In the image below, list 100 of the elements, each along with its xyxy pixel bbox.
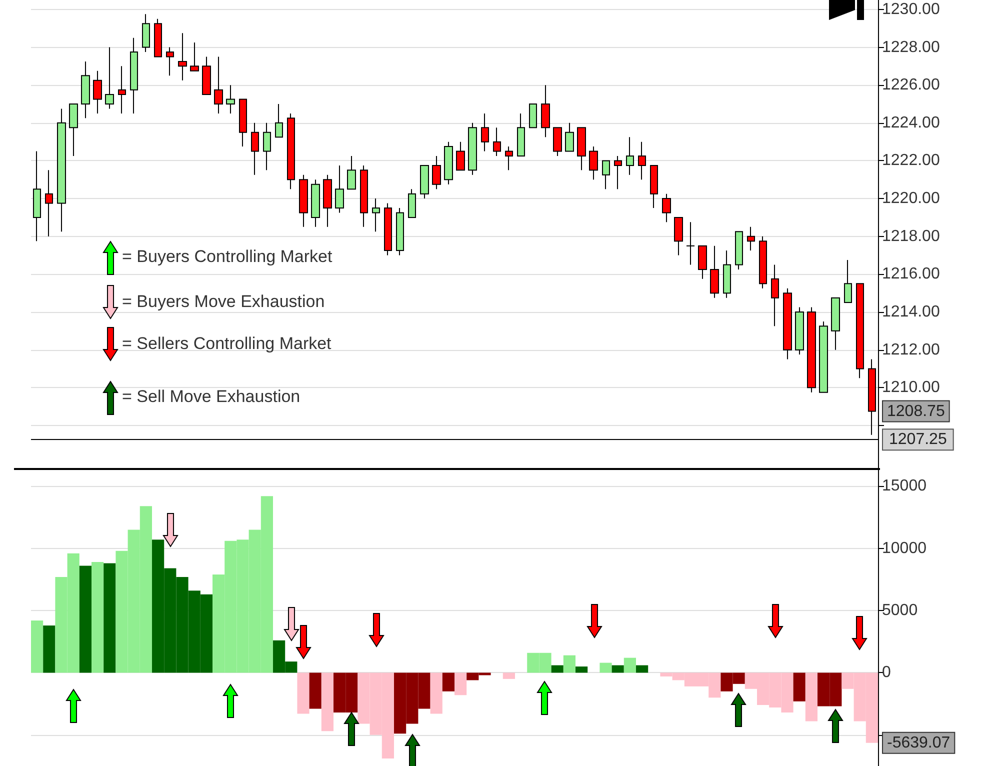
candlestick	[360, 164, 368, 228]
candlestick	[396, 208, 404, 256]
candlestick	[662, 193, 671, 223]
y-tick-label: 5000	[882, 602, 918, 620]
bar	[31, 620, 44, 673]
candlestick	[408, 188, 416, 218]
text: 1208.75	[887, 402, 945, 420]
candlestick	[444, 141, 453, 185]
bar	[92, 562, 104, 673]
candlestick	[771, 264, 779, 327]
candlestick	[287, 112, 295, 190]
y-tick-label: 1220.00	[882, 190, 940, 208]
candlestick	[311, 179, 320, 228]
bar	[442, 672, 454, 692]
candlestick	[190, 42, 199, 72]
candlestick	[650, 164, 658, 208]
candlestick	[541, 84, 550, 138]
candlestick	[263, 122, 271, 171]
bar	[551, 665, 564, 673]
y-tick-label: 15000	[882, 478, 927, 495]
candlestick	[831, 297, 840, 350]
y-tick-label: 1228.00	[882, 38, 940, 56]
candlestick	[686, 222, 695, 266]
candlestick	[335, 164, 344, 214]
candlestick	[226, 84, 235, 114]
candlestick	[178, 32, 187, 81]
candlestick	[481, 112, 489, 152]
y-tick-label: 1224.00	[882, 114, 940, 132]
bar	[321, 672, 334, 732]
candlestick	[468, 122, 477, 176]
candlestick	[275, 104, 283, 138]
candlestick	[844, 260, 852, 304]
candlestick	[420, 164, 429, 200]
candlestick	[166, 46, 174, 76]
bar	[104, 563, 116, 673]
candlestick	[432, 156, 441, 190]
bar	[600, 662, 612, 673]
candlestick	[868, 358, 876, 436]
candlestick	[69, 104, 78, 156]
candlestick	[602, 160, 610, 190]
candlestick	[529, 104, 537, 128]
y-tick-label: 1212.00	[882, 341, 940, 358]
y-tick-label: 1216.00	[882, 266, 940, 283]
candlestick	[142, 14, 150, 52]
candlestick	[105, 46, 114, 110]
bar	[43, 625, 56, 673]
candlestick	[723, 250, 731, 298]
candlestick	[299, 174, 308, 228]
y-tick-label: 1214.00	[882, 304, 940, 320]
candlestick	[819, 320, 828, 393]
y-tick-label: 0	[882, 664, 891, 682]
bar	[297, 672, 310, 714]
candlestick	[45, 170, 53, 237]
ref-line-label: 1207.25	[889, 431, 947, 448]
candlestick	[783, 288, 792, 360]
candlestick	[57, 108, 66, 232]
candlestick	[565, 122, 574, 152]
bar	[793, 672, 806, 702]
candlestick	[154, 18, 162, 58]
bar	[624, 658, 636, 673]
bar	[79, 566, 92, 673]
y-tick-label: 1230.00	[882, 0, 940, 18]
candlestick	[93, 70, 102, 114]
candlestick	[505, 146, 513, 171]
candlestick	[710, 245, 719, 298]
candlestick	[493, 127, 501, 156]
candlestick	[239, 98, 247, 148]
annotation: = Sell Move Exhaustion	[122, 387, 300, 407]
bar	[805, 672, 818, 722]
candlestick	[372, 198, 380, 232]
bar	[502, 672, 515, 679]
candlestick	[130, 37, 138, 114]
candlestick	[456, 141, 465, 171]
candlestick	[856, 283, 864, 379]
candlestick	[118, 66, 126, 114]
y-tick-label: 10000	[882, 540, 927, 557]
candlestick	[589, 146, 598, 180]
y-tick-label: 1218.00	[882, 228, 940, 245]
candlestick	[202, 56, 211, 96]
candlestick	[614, 156, 622, 190]
candlestick	[735, 231, 743, 270]
candlestick	[33, 150, 41, 242]
candlestick	[795, 306, 804, 356]
y-tick-label: 1222.00	[882, 152, 940, 170]
annotation: = Sellers Controlling Market	[122, 334, 332, 354]
bar	[454, 672, 467, 696]
bar	[563, 655, 576, 673]
candlestick	[81, 60, 90, 119]
candlestick	[214, 56, 223, 114]
candlestick	[577, 127, 586, 171]
text: -5639.07	[887, 734, 950, 752]
candlestick	[384, 202, 392, 256]
candlestick	[626, 136, 634, 176]
candlestick	[347, 156, 356, 190]
candlestick	[517, 112, 525, 156]
candlestick	[747, 226, 755, 252]
bar	[612, 665, 624, 673]
candlestick	[251, 122, 259, 176]
bar	[430, 672, 442, 714]
candlestick	[807, 306, 816, 393]
